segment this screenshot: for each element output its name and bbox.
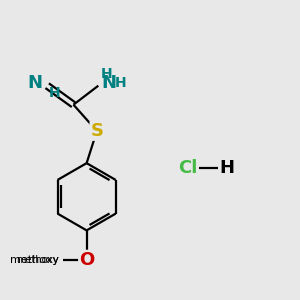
Text: S: S	[90, 122, 104, 140]
Text: N: N	[101, 74, 116, 92]
Text: O: O	[79, 250, 94, 268]
Text: methoxy: methoxy	[16, 255, 59, 265]
Text: H: H	[220, 158, 235, 176]
Text: H: H	[49, 86, 61, 100]
Text: methoxy: methoxy	[10, 255, 59, 265]
Text: Cl: Cl	[178, 158, 198, 176]
Text: H: H	[114, 76, 126, 90]
Text: H: H	[101, 67, 113, 81]
Text: N: N	[27, 74, 42, 92]
